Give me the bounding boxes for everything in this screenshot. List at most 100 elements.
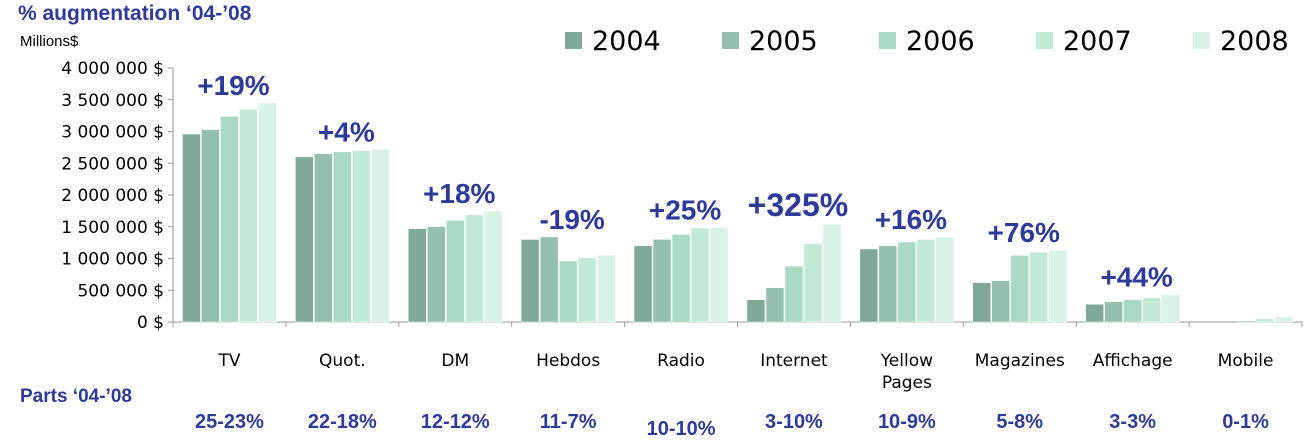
parts-value: 3-10% <box>765 411 823 433</box>
parts-value: 0-1% <box>1222 411 1269 433</box>
bar-2004 <box>746 299 766 323</box>
y-axis-unit: Millions$ <box>20 33 79 50</box>
growth-annotation: +25% <box>649 194 721 225</box>
category-label: Radio <box>657 351 705 371</box>
bar-2008 <box>1274 316 1293 323</box>
y-tick-label: 500 000 $ <box>77 281 164 301</box>
legend-swatch-2007 <box>1036 32 1053 49</box>
legend-swatch-2004 <box>565 32 582 49</box>
growth-annotation: +44% <box>1100 262 1172 293</box>
category-label: Internet <box>760 351 828 371</box>
y-tick-label: 1 500 000 $ <box>61 218 164 238</box>
bar-2007 <box>916 239 936 323</box>
bar-2004 <box>633 245 653 323</box>
parts-value: 11-7% <box>540 411 597 433</box>
parts-value: 3-3% <box>1109 411 1156 433</box>
category-label: Pages <box>882 373 932 393</box>
bar-2004 <box>520 239 540 323</box>
category-label: TV <box>217 351 240 371</box>
category-label: Magazines <box>975 351 1065 371</box>
category-label: Affichage <box>1093 351 1173 371</box>
y-tick-label: 1 000 000 $ <box>61 250 164 270</box>
legend-label: 2005 <box>749 26 818 57</box>
bar-2008 <box>371 149 390 323</box>
chart-title: % augmentation ‘04-’08 <box>18 2 252 25</box>
parts-value: 5-8% <box>996 411 1043 433</box>
bar-2008 <box>1161 294 1180 323</box>
bar-2005 <box>1104 301 1123 323</box>
legend-label: 2008 <box>1220 26 1289 57</box>
y-tick-label: 3 000 000 $ <box>61 123 164 143</box>
bar-2004 <box>295 156 314 323</box>
legend-label: 2007 <box>1063 26 1132 57</box>
bar-2008 <box>484 210 503 323</box>
bar-2005 <box>201 129 220 323</box>
bar-2006 <box>671 234 691 323</box>
category-label: Mobile <box>1218 351 1274 371</box>
bar-2004 <box>182 133 201 323</box>
y-tick-label: 3 500 000 $ <box>61 91 164 111</box>
parts-label: Parts ‘04-’08 <box>20 386 132 407</box>
parts-value: 10-9% <box>878 411 936 433</box>
y-tick-label: 4 000 000 $ <box>61 59 164 79</box>
bar-2007 <box>690 227 710 323</box>
bar-2007 <box>1029 251 1048 323</box>
bar-2004 <box>859 248 879 323</box>
bar-2008 <box>1048 249 1067 323</box>
legend-swatch-2008 <box>1193 32 1210 49</box>
bar-2007 <box>1142 297 1161 323</box>
bar-2005 <box>878 245 898 323</box>
growth-annotation: +18% <box>423 178 495 209</box>
category-label: Quot. <box>319 351 366 371</box>
bar-2005 <box>539 236 559 323</box>
legend-swatch-2005 <box>722 32 739 49</box>
y-tick-label: 2 000 000 $ <box>61 186 164 206</box>
growth-annotation: +325% <box>748 187 849 223</box>
y-tick-label: 2 500 000 $ <box>61 154 164 174</box>
category-label: Hebdos <box>536 351 600 371</box>
bar-2006 <box>1010 255 1029 323</box>
growth-annotation: +4% <box>318 116 375 147</box>
bar-2006 <box>333 151 352 323</box>
bar-2007 <box>1255 318 1274 323</box>
growth-annotation: +19% <box>197 70 269 101</box>
growth-annotation: +16% <box>875 204 947 235</box>
category-label: Yellow <box>880 351 933 371</box>
bar-2008 <box>596 255 616 323</box>
bar-2004 <box>1085 303 1104 323</box>
bar-2008 <box>709 227 729 323</box>
bar-2005 <box>427 226 446 323</box>
bar-2008 <box>258 102 277 323</box>
parts-value: 22-18% <box>308 411 377 433</box>
y-tick-label: 0 $ <box>137 313 164 333</box>
bar-2005 <box>652 239 672 323</box>
parts-value: 25-23% <box>195 411 264 433</box>
bar-2004 <box>972 282 991 323</box>
parts-value: 12-12% <box>421 411 490 433</box>
bar-2008 <box>822 223 842 323</box>
bar-2004 <box>408 228 427 323</box>
growth-annotation: -19% <box>539 204 604 235</box>
bar-2005 <box>991 280 1010 323</box>
legend-label: 2006 <box>906 26 975 57</box>
bar-2006 <box>558 260 578 323</box>
bar-2006 <box>1123 299 1142 323</box>
category-label: DM <box>441 351 469 371</box>
bar-2006 <box>1236 320 1255 323</box>
bar-2007 <box>239 109 258 323</box>
parts-value: 10-10% <box>647 418 716 440</box>
bar-2007 <box>803 243 823 323</box>
bar-2006 <box>897 241 917 323</box>
legend-swatch-2006 <box>879 32 896 49</box>
bar-2007 <box>352 150 371 323</box>
bar-2007 <box>465 214 484 323</box>
bar-2007 <box>577 257 597 323</box>
bar-2005 <box>314 153 333 323</box>
growth-annotation: +76% <box>988 217 1060 248</box>
bar-2006 <box>446 220 465 323</box>
bar-2008 <box>935 236 955 323</box>
bar-2006 <box>784 265 804 323</box>
legend-label: 2004 <box>592 26 661 57</box>
bar-2006 <box>220 116 239 323</box>
